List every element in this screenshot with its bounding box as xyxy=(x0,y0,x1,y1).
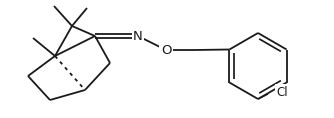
Text: Cl: Cl xyxy=(276,86,288,99)
Text: O: O xyxy=(161,44,171,57)
Text: N: N xyxy=(133,30,143,42)
